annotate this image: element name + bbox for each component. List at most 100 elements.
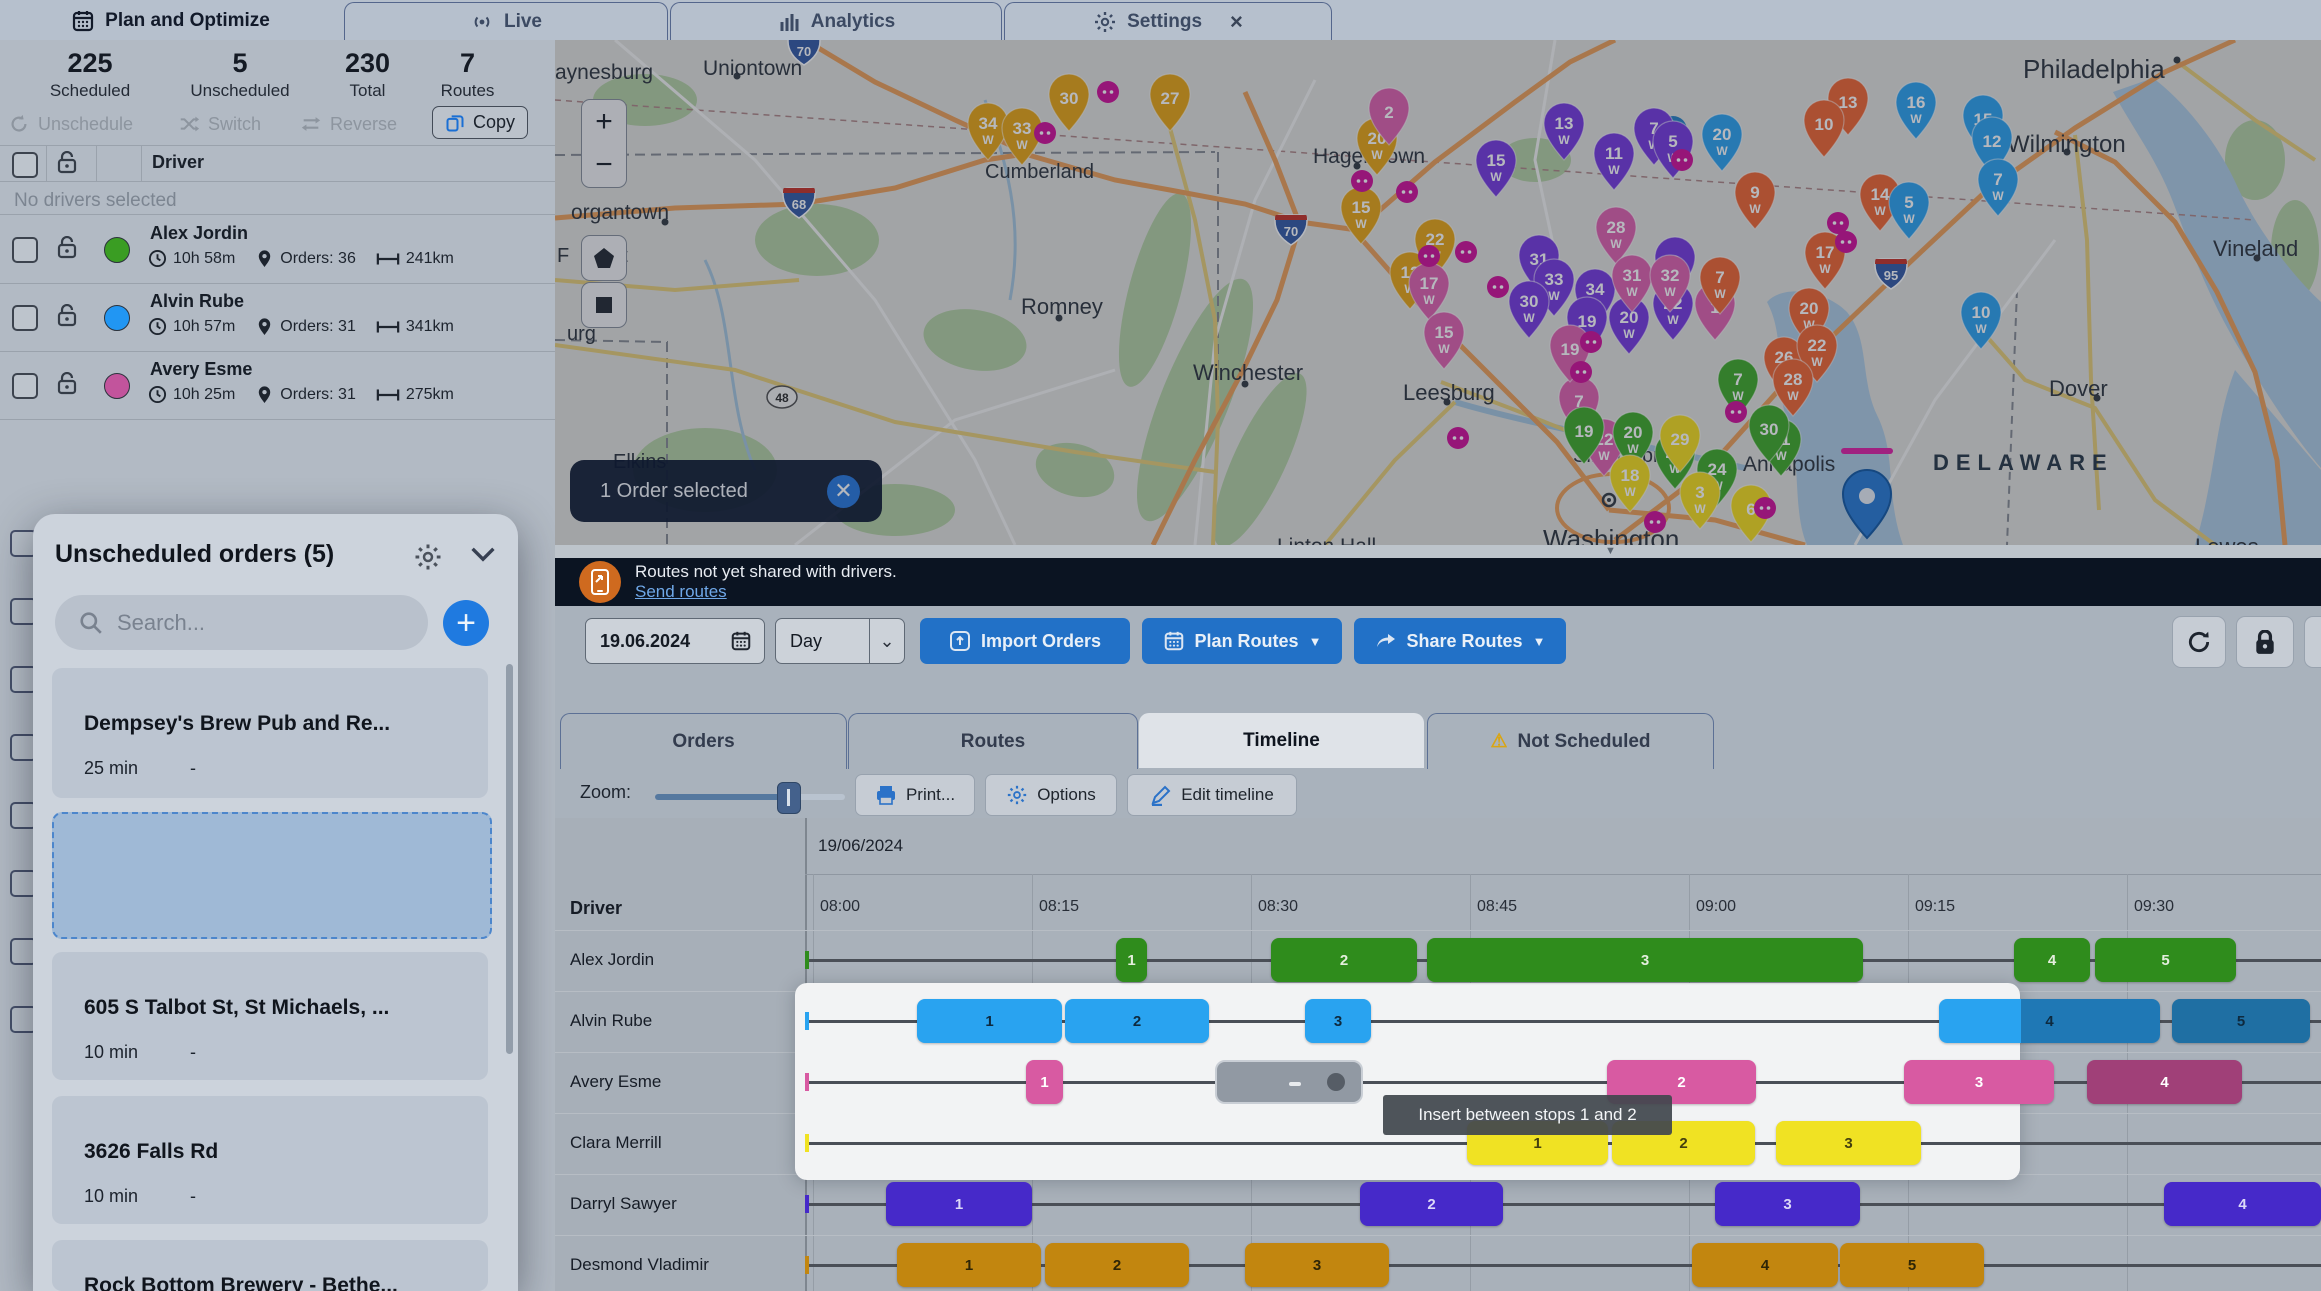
drag-handle-icon[interactable] [1327, 1073, 1345, 1091]
tab-settings[interactable]: Settings × [1004, 2, 1332, 40]
search-input[interactable]: Search... [55, 595, 428, 650]
options-button[interactable]: Options [985, 774, 1117, 816]
copy-button[interactable]: Copy [432, 106, 529, 139]
driver-checkbox[interactable] [12, 305, 38, 331]
order-pin[interactable]: 20W [1701, 113, 1743, 172]
period-select[interactable]: Day ⌄ [775, 618, 905, 664]
order-pin[interactable]: 33W [1001, 107, 1043, 166]
tab-not-scheduled[interactable]: ⚠ Not Scheduled [1427, 713, 1714, 769]
driver-row[interactable]: Alvin Rube 10h 57m Orders: 31 341km [0, 283, 555, 352]
order-pin[interactable]: 15W [1423, 311, 1465, 370]
order-card[interactable]: 605 S Talbot St, St Michaels, ... 10 min - [52, 952, 488, 1080]
timeline-stop[interactable]: 1 [886, 1182, 1032, 1226]
timeline-stop[interactable]: 1 [1026, 1060, 1063, 1104]
zoom-slider-thumb[interactable] [777, 782, 801, 814]
order-pin[interactable]: 3W [1679, 471, 1721, 530]
order-card[interactable]: Dempsey's Brew Pub and Re... 25 min - [52, 668, 488, 798]
order-pin[interactable]: 30W [1508, 280, 1550, 339]
lock-icon[interactable] [57, 236, 77, 259]
order-pin[interactable]: 30 [1048, 73, 1090, 132]
timeline-stop[interactable]: 3 [1305, 999, 1371, 1043]
timeline-stop[interactable]: 1 [917, 999, 1062, 1043]
import-orders-button[interactable]: Import Orders [920, 618, 1130, 664]
driver-checkbox[interactable] [12, 237, 38, 263]
rectangle-select-button[interactable] [581, 282, 627, 328]
timeline-stop[interactable]: 3 [1245, 1243, 1389, 1287]
timeline-stop[interactable]: 2 [1045, 1243, 1189, 1287]
order-card-placeholder[interactable] [52, 812, 492, 939]
lock-icon[interactable] [57, 304, 77, 327]
timeline-stop[interactable]: 3 [1776, 1121, 1921, 1165]
tab-timeline[interactable]: Timeline [1139, 713, 1424, 768]
tab-live[interactable]: Live [344, 2, 668, 40]
select-all-checkbox[interactable] [12, 152, 38, 178]
partial-button[interactable] [2304, 616, 2321, 668]
tab-plan-and-optimize[interactable]: Plan and Optimize [0, 2, 341, 39]
timeline-stop[interactable]: 2 [1360, 1182, 1503, 1226]
timeline-stop[interactable]: 2 [1065, 999, 1209, 1043]
add-order-button[interactable]: + [443, 600, 489, 646]
dragged-stop-ghost[interactable] [1215, 1060, 1363, 1104]
lock-routes-button[interactable] [2236, 616, 2294, 668]
tab-routes[interactable]: Routes [848, 713, 1138, 769]
order-pin[interactable]: 30 [1748, 404, 1790, 463]
timeline-stop[interactable]: 1 [897, 1243, 1041, 1287]
order-pin[interactable]: 28W [1595, 206, 1637, 265]
refresh-button[interactable] [2172, 616, 2226, 668]
map[interactable]: aynesburgUniontownorgantownFnturgCumberl… [555, 40, 2321, 545]
timeline-stop[interactable]: 4 [2014, 938, 2090, 982]
driver-checkbox[interactable] [10, 802, 37, 829]
timeline-stop[interactable]: 2 [1271, 938, 1417, 982]
order-pin[interactable]: 7W [1699, 256, 1741, 315]
order-pin[interactable]: 9W [1734, 171, 1776, 230]
unschedule-button[interactable]: Unschedule [8, 113, 133, 135]
driver-row[interactable]: Alex Jordin 10h 58m Orders: 36 241km [0, 215, 555, 284]
order-pin[interactable]: 16W [1895, 81, 1937, 140]
share-routes-button[interactable]: Share Routes ▼ [1354, 618, 1566, 664]
order-pin[interactable]: 7W [1717, 358, 1759, 417]
order-pin[interactable]: 17W [1408, 262, 1450, 321]
lock-icon[interactable] [57, 372, 77, 395]
timeline-stop[interactable]: 5 [2172, 999, 2310, 1043]
panel-scrollbar[interactable] [506, 664, 513, 1054]
send-routes-link[interactable]: Send routes [635, 582, 727, 601]
order-card[interactable]: Rock Bottom Brewery - Bethe... [52, 1240, 488, 1291]
edit-timeline-button[interactable]: Edit timeline [1127, 774, 1297, 816]
polygon-select-button[interactable] [581, 235, 627, 281]
panel-gear-icon[interactable] [413, 542, 443, 572]
order-pin[interactable]: 7W [1977, 158, 2019, 217]
tab-analytics[interactable]: Analytics [670, 2, 1002, 40]
timeline-stop[interactable]: 1 [1116, 938, 1147, 982]
order-pin[interactable]: 5W [1888, 181, 1930, 240]
order-pin[interactable]: 10W [1960, 291, 2002, 350]
driver-row[interactable]: Avery Esme 10h 25m Orders: 31 275km [0, 351, 555, 420]
chevron-down-icon[interactable] [470, 546, 496, 562]
timeline-stop[interactable]: 4 [1692, 1243, 1838, 1287]
timeline-stop[interactable]: 4 [1939, 999, 2160, 1043]
order-pin[interactable]: 29 [1659, 414, 1701, 473]
plan-routes-button[interactable]: Plan Routes ▼ [1142, 618, 1342, 664]
order-pin[interactable]: 32W [1649, 254, 1691, 313]
timeline-stop[interactable]: 5 [1840, 1243, 1984, 1287]
order-pin[interactable]: 20W [1612, 411, 1654, 470]
zoom-slider[interactable] [655, 782, 845, 814]
print-button[interactable]: Print... [855, 774, 975, 816]
order-pin[interactable]: 18W [1609, 454, 1651, 513]
lock-all-icon[interactable] [57, 151, 77, 174]
timeline-stop[interactable]: 4 [2164, 1182, 2321, 1226]
reverse-button[interactable]: Reverse [300, 113, 397, 135]
date-input[interactable]: 19.06.2024 [585, 618, 765, 664]
timeline-stop[interactable]: 3 [1715, 1182, 1860, 1226]
timeline-stop[interactable]: 3 [1904, 1060, 2054, 1104]
tab-orders[interactable]: Orders [560, 713, 847, 769]
order-pin[interactable]: 15W [1340, 186, 1382, 245]
timeline-stop[interactable]: 3 [1427, 938, 1863, 982]
order-pin[interactable]: 27 [1149, 73, 1191, 132]
order-pin[interactable]: 19 [1563, 406, 1605, 465]
driver-checkbox[interactable] [12, 373, 38, 399]
close-icon[interactable]: × [1230, 8, 1243, 34]
order-pin[interactable]: 17W [1804, 231, 1846, 290]
timeline-stop[interactable]: 5 [2095, 938, 2236, 982]
order-pin[interactable]: 14W [1859, 173, 1901, 232]
order-pin[interactable]: 10 [1803, 99, 1845, 158]
